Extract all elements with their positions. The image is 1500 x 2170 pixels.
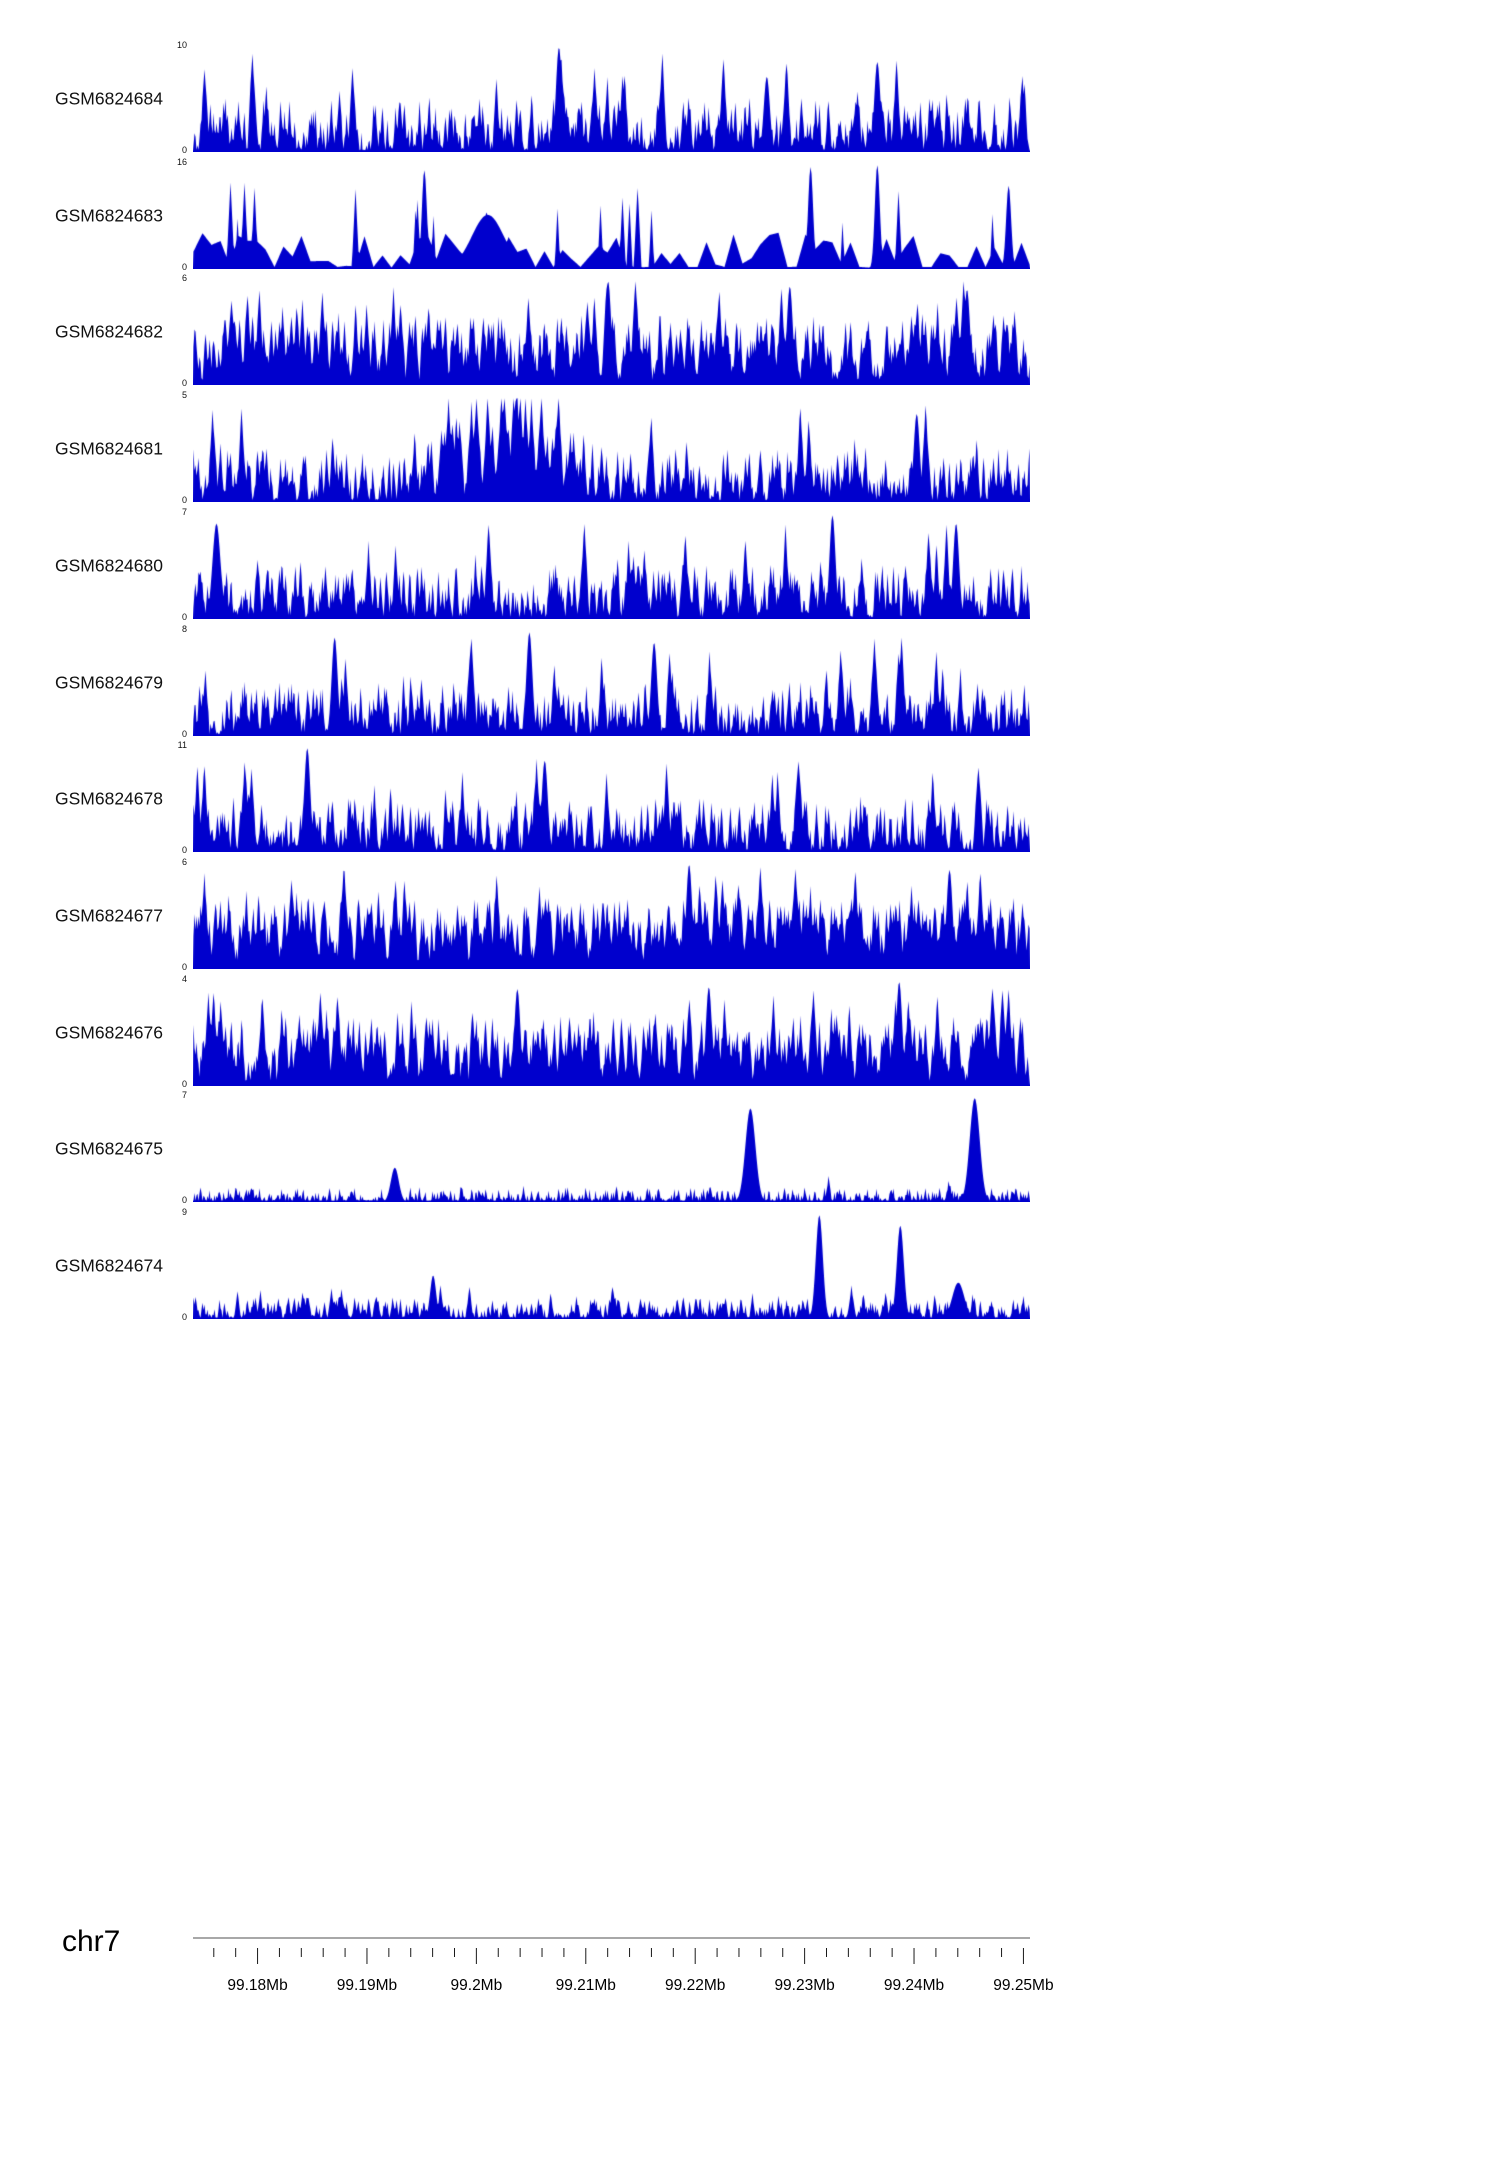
track-row: GSM6824678 11 0 (0, 741, 1500, 855)
y-axis-max-label: 11 (177, 740, 187, 750)
track-row: GSM6824681 5 0 (0, 391, 1500, 505)
track-label: GSM6824683 (55, 205, 163, 225)
y-axis-max-label: 7 (181, 1090, 187, 1100)
y-axis-max-label: 8 (181, 624, 187, 634)
track-label: GSM6824681 (55, 438, 163, 458)
coverage-signal-plot (193, 395, 1030, 502)
y-axis-zero-label: 0 (181, 378, 187, 388)
coverage-signal-plot (193, 862, 1030, 969)
y-axis-max-label: 5 (181, 390, 187, 400)
y-axis-zero-label: 0 (181, 612, 187, 622)
track-row: GSM6824684 10 0 (0, 41, 1500, 155)
track-label: GSM6824675 (55, 1138, 163, 1158)
track-label: GSM6824684 (55, 88, 163, 108)
axis-tick-label: 99.19Mb (337, 1977, 397, 1994)
track-row: GSM6824675 7 0 (0, 1091, 1500, 1205)
y-axis-max-label: 16 (176, 157, 187, 167)
coverage-signal-plot (193, 45, 1030, 152)
y-axis-max-label: 7 (181, 507, 187, 517)
axis-tick-label: 99.23Mb (774, 1977, 834, 1994)
axis-tick-label: 99.22Mb (665, 1977, 725, 1994)
coverage-signal-plot (193, 278, 1030, 385)
track-label: GSM6824680 (55, 555, 163, 575)
y-axis-zero-label: 0 (181, 1312, 187, 1322)
coverage-signal-plot (193, 512, 1030, 619)
track-row: GSM6824683 16 0 (0, 158, 1500, 272)
track-label: GSM6824677 (55, 905, 163, 925)
y-axis-zero-label: 0 (181, 729, 187, 739)
coverage-signal-plot (193, 629, 1030, 736)
genome-axis-ruler: 99.18Mb 99.19Mb 99.2Mb 99.21Mb 99.22Mb 99.23M… (193, 1937, 1054, 1994)
axis-tick-label: 99.18Mb (227, 1977, 287, 1994)
track-label: GSM6824676 (55, 1022, 163, 1042)
y-axis-max-label: 6 (181, 273, 187, 283)
axis-tick-label: 99.2Mb (451, 1977, 503, 1994)
y-axis-zero-label: 0 (181, 262, 187, 272)
track-label: GSM6824674 (55, 1255, 163, 1275)
axis-tick-label: 99.25Mb (993, 1977, 1053, 1994)
y-axis-zero-label: 0 (181, 1079, 187, 1089)
axis-tick-label: 99.24Mb (884, 1977, 944, 1994)
track-label: GSM6824679 (55, 672, 163, 692)
y-axis-zero-label: 0 (181, 145, 187, 155)
track-row: GSM6824676 4 0 (0, 975, 1500, 1089)
y-axis-zero-label: 0 (181, 845, 187, 855)
track-label: GSM6824682 (55, 321, 163, 341)
coverage-signal-plot (193, 1095, 1030, 1202)
y-axis-max-label: 6 (181, 857, 187, 867)
coverage-signal-plot (193, 745, 1030, 852)
y-axis-max-label: 4 (181, 974, 187, 984)
track-label: GSM6824678 (55, 788, 163, 808)
y-axis-max-label: 10 (176, 40, 187, 50)
coverage-signal-plot (193, 979, 1030, 1086)
y-axis-max-label: 9 (181, 1207, 187, 1217)
coverage-signal-plot (193, 1212, 1030, 1319)
y-axis-zero-label: 0 (181, 962, 187, 972)
chromosome-label: chr7 (62, 1925, 121, 1958)
track-row: GSM6824680 7 0 (0, 508, 1500, 622)
track-row: GSM6824677 6 0 (0, 858, 1500, 972)
y-axis-zero-label: 0 (181, 495, 187, 505)
track-row: GSM6824682 6 0 (0, 274, 1500, 388)
track-row: GSM6824679 8 0 (0, 625, 1500, 739)
track-row: GSM6824674 9 0 (0, 1208, 1500, 1322)
axis-tick-label: 99.21Mb (556, 1977, 616, 1994)
coverage-signal-plot (193, 162, 1030, 269)
y-axis-zero-label: 0 (181, 1195, 187, 1205)
